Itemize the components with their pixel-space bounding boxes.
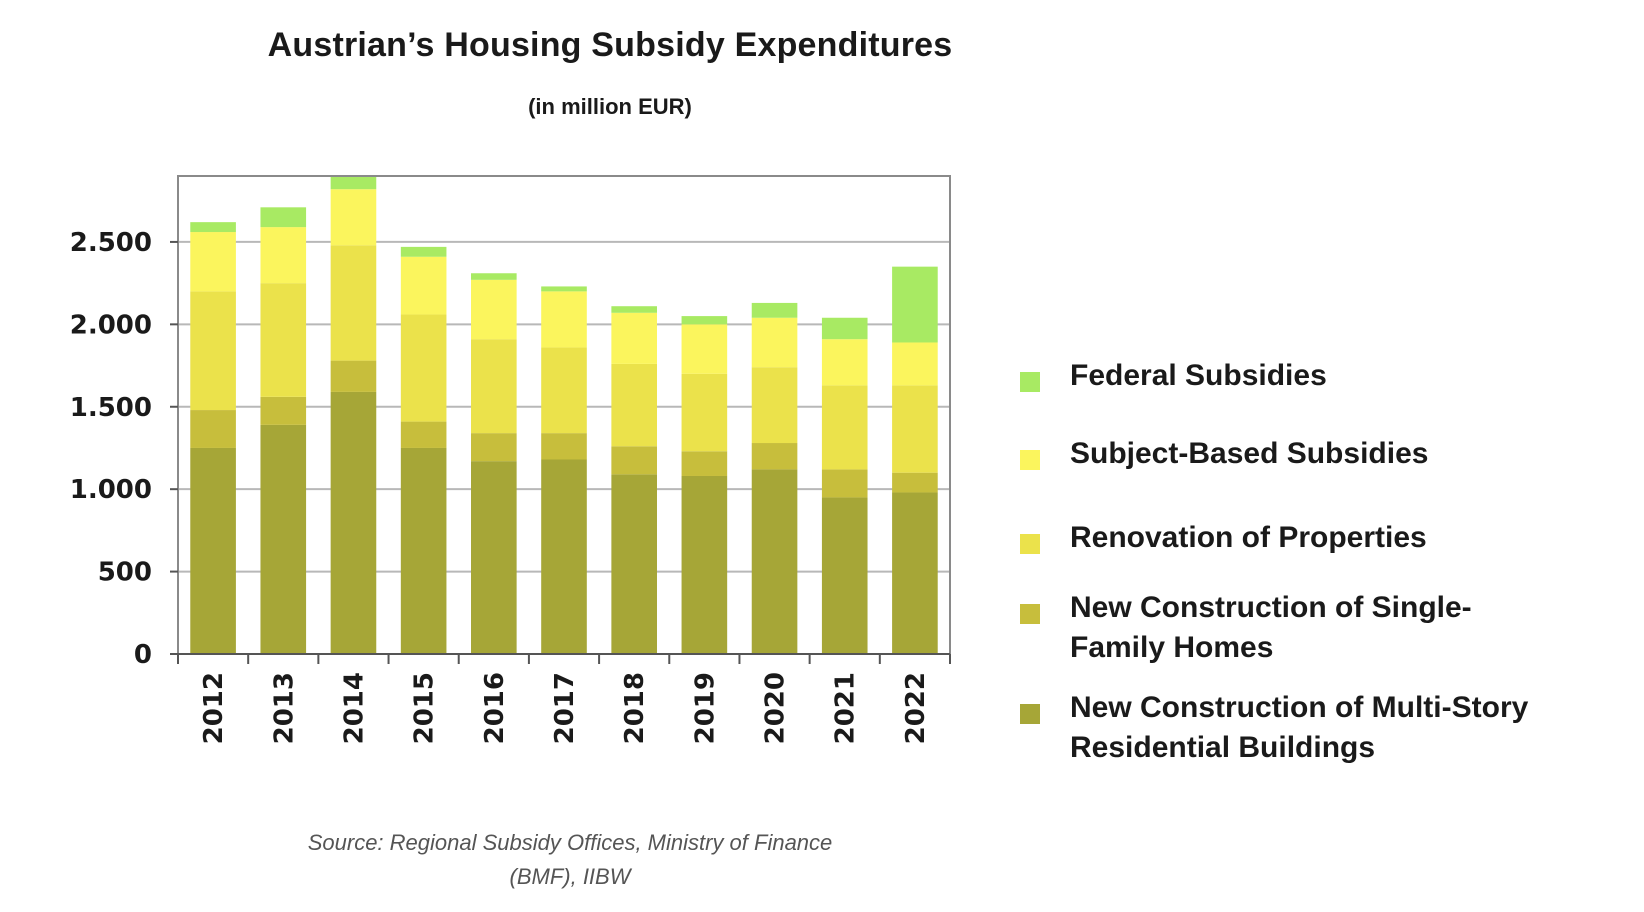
bar-segment [260, 207, 307, 228]
x-tick-label: 2015 [410, 672, 440, 744]
y-tick-label: 2.000 [70, 310, 152, 340]
bar-segment [681, 324, 728, 374]
x-tick-labels: 2012 2013 2014 2015 2016 2017 2018 2019 2020 2021… [199, 672, 931, 744]
y-tick-label: 2.500 [70, 228, 152, 258]
bar-segment [751, 469, 798, 654]
y-tick-label: 0 [134, 640, 152, 670]
bar-segment [751, 302, 798, 318]
bar-segment [330, 189, 377, 246]
bar-segment [892, 342, 938, 386]
x-tick-label: 2016 [480, 672, 510, 744]
legend-swatch [1020, 450, 1040, 470]
bar-segment [541, 286, 587, 292]
y-tick-label: 1.000 [70, 475, 152, 505]
bar-segment [400, 447, 447, 654]
bar-segment [190, 232, 236, 292]
y-tick-label: 500 [98, 558, 152, 588]
x-tick-label: 2019 [690, 672, 720, 744]
bar-segment [471, 279, 517, 340]
bar-segment [471, 433, 517, 462]
bar-segment [471, 339, 517, 434]
bar-segment [400, 421, 447, 448]
bar-segment [400, 246, 447, 257]
bar-segment [541, 433, 587, 460]
legend-label: Subject-Based Subsidies [1070, 437, 1429, 470]
legend-label: Federal Subsidies [1070, 359, 1327, 392]
bar-segment [190, 410, 236, 448]
bar-segment [611, 446, 657, 475]
bar-segment [541, 291, 587, 348]
bar-segment [751, 443, 798, 470]
bar-segment [190, 222, 236, 233]
legend-swatch [1020, 372, 1040, 392]
bar-segment [821, 339, 868, 386]
bars [190, 176, 938, 654]
bar-segment [190, 291, 236, 411]
bar-segment [611, 363, 657, 447]
bar-segment [681, 316, 728, 325]
bar-segment [541, 459, 587, 654]
axes [170, 240, 951, 664]
x-tick-label: 2013 [269, 672, 299, 744]
bar-segment [892, 266, 938, 343]
legend-label: New Construction of Multi-Story Resident… [1070, 691, 1529, 764]
bar-segment [330, 391, 377, 654]
legend-label: Renovation of Properties [1070, 521, 1427, 554]
x-tick-label: 2022 [901, 672, 931, 744]
x-tick-label: 2014 [339, 672, 369, 744]
bar-segment [400, 314, 447, 422]
bar-segment [330, 360, 377, 392]
chart-title: Austrian’s Housing Subsidy Expenditures [267, 26, 953, 64]
y-tick-label: 1.500 [70, 393, 152, 423]
bar-segment [471, 273, 517, 280]
bar-segment [821, 469, 868, 498]
bar-segment [681, 451, 728, 476]
bar-segment [471, 461, 517, 654]
x-tick-label: 2012 [199, 672, 229, 744]
bar-segment [821, 317, 868, 340]
source-note: Source: Regional Subsidy Offices, Minist… [307, 830, 833, 889]
x-tick-label: 2021 [831, 672, 861, 744]
bar-segment [892, 472, 938, 493]
chart-subtitle: (in million EUR) [528, 94, 692, 119]
bar-segment [681, 373, 728, 452]
bar-segment [821, 385, 868, 470]
x-tick-label: 2020 [761, 672, 791, 744]
bar-segment [892, 385, 938, 473]
bar-segment [751, 367, 798, 444]
bar-segment [190, 447, 236, 654]
bar-segment [260, 424, 307, 654]
bar-segment [330, 245, 377, 361]
bar-segment [892, 492, 938, 654]
y-tick-labels: 0 500 1.000 1.500 2.000 2.500 [70, 228, 152, 670]
bar-segment [330, 176, 377, 190]
bar-segment [611, 306, 657, 313]
bar-segment [541, 347, 587, 434]
bar-segment [681, 475, 728, 654]
legend-swatch [1020, 534, 1040, 554]
bar-segment [751, 317, 798, 368]
bar-segment [611, 312, 657, 364]
legend-label: New Construction of Single-Family Homes [1070, 591, 1472, 664]
legend-swatch [1020, 704, 1040, 724]
bar-segment [260, 396, 307, 425]
x-tick-label: 2018 [620, 672, 650, 744]
bar-segment [260, 227, 307, 284]
bar-segment [611, 474, 657, 654]
x-tick-label: 2017 [550, 672, 580, 744]
bar-segment [821, 497, 868, 654]
bar-segment [400, 256, 447, 315]
legend-swatch [1020, 604, 1040, 624]
bar-segment [260, 283, 307, 397]
